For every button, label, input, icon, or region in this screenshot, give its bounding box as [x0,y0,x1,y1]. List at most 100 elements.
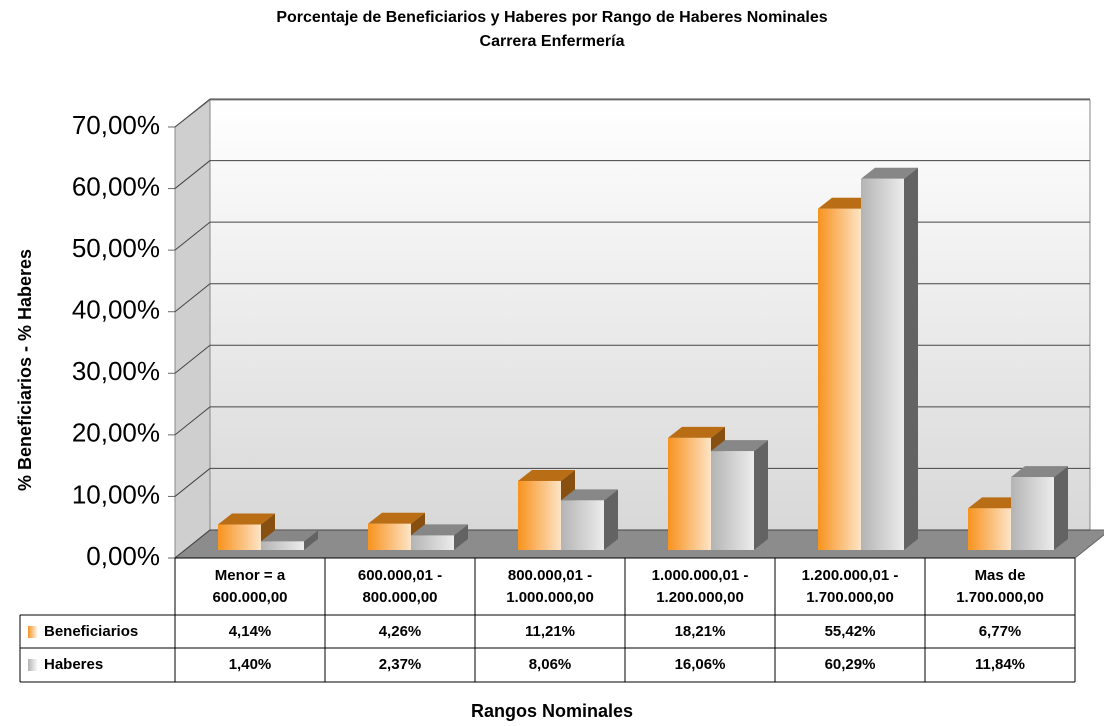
legend-swatch [28,625,38,638]
bar-top [518,469,575,481]
grid-line [174,468,211,497]
bar-side [1054,466,1068,550]
grid-line [174,344,211,374]
value-cell-text: 18,21% [674,622,726,640]
bar-shine [968,508,1011,550]
value-cell-text: 4,26% [378,622,422,640]
category-label-text: Menor = a 600.000,00 [212,566,288,606]
bar-top [261,530,318,542]
chart-subtitle: Carrera Enfermería [480,33,625,50]
value-cell-text: 11,84% [974,656,1026,674]
value-cell-text: 55,42% [824,622,876,640]
bar-group [561,489,618,550]
value-cell: 60,29% [775,649,925,683]
x-axis-label: Rangos Nominales [471,701,633,721]
bar-top [818,197,875,209]
y-tick-label: 10,00% [72,479,160,509]
bar-side-shade [1054,466,1068,550]
category-label: Mas de 1.700.000,00 [925,558,1075,615]
category-label-text: 1.200.000,01 - 1.700.000,00 [801,566,899,606]
value-cell-text: 11,21% [524,622,576,640]
category-label-text: 1.000.000,01 - 1.200.000,00 [651,566,749,606]
value-cell: 6,77% [925,615,1075,649]
bar-shine [518,480,561,550]
legend-entry: Beneficiarios [20,615,175,649]
legend-label: Haberes [44,656,104,674]
value-cell: 55,42% [775,615,925,649]
value-cell-text: 16,06% [674,656,726,674]
y-tick-label: 20,00% [72,418,160,448]
value-cell-text: 2,37% [378,656,422,674]
bar-top-shade [668,426,725,438]
value-cell: 4,26% [325,615,475,649]
value-cell: 18,21% [625,615,775,649]
y-tick-label: 50,00% [72,233,160,263]
bar-side [304,530,318,550]
category-label: Menor = a 600.000,00 [175,558,325,615]
grid-line [174,406,211,436]
bar-top [711,440,768,452]
bar-shine [561,500,604,550]
bar-top [368,512,425,524]
back-wall [209,99,1091,531]
bar-top-shade [561,489,618,501]
bar-shine [368,523,411,550]
y-axis-label: % Beneficiarios - % Haberes [15,249,35,491]
chart-title: Porcentaje de Beneficiarios y Haberes po… [276,9,827,26]
side-wall [174,98,211,560]
bar-top [411,524,468,536]
bar-shine [818,208,861,550]
bar-top-shade [968,497,1025,509]
legend-swatch [28,659,38,672]
bar-group [518,469,575,550]
bar-top-shade [218,513,275,525]
bar-shine [261,541,304,550]
bar-group [411,524,468,550]
bar-group [1011,466,1068,550]
legend-entry: Haberes [20,649,175,683]
value-cell-text: 8,06% [528,656,572,674]
bar-top-shade [1011,466,1068,478]
value-cell: 11,84% [925,649,1075,683]
grid-line [174,221,211,251]
grid-line [174,283,211,313]
bar-top [668,426,725,438]
bar-side-shade [604,489,618,550]
category-label-text: 600.000,01 - 800.000,00 [357,566,443,606]
bar-side-shade [904,167,918,550]
y-tick-label: 70,00% [72,110,160,140]
value-cell: 16,06% [625,649,775,683]
y-tick-label: 40,00% [72,295,160,325]
value-cell: 1,40% [175,649,325,683]
bar-top-shade [411,524,468,536]
category-label: 600.000,01 - 800.000,00 [325,558,475,615]
bar-shine [411,535,454,550]
category-label-text: 800.000,01 - 1.000.000,00 [506,566,594,606]
y-tick-label: 60,00% [72,171,160,201]
bar-group [711,440,768,550]
bar-top-shade [368,512,425,524]
value-cell: 11,21% [475,615,625,649]
bar-shine [711,451,754,550]
value-cell-text: 4,14% [228,622,272,640]
bar-group [861,167,918,550]
value-cell-text: 6,77% [978,622,1022,640]
bar-side [904,167,918,550]
category-label: 1.200.000,01 - 1.700.000,00 [775,558,925,615]
grid-line [174,160,211,189]
category-label: 800.000,01 - 1.000.000,00 [475,558,625,615]
value-cell: 8,06% [475,649,625,683]
bar-top-shade [711,440,768,452]
bar-shine [218,524,261,550]
bar-shine [668,437,711,550]
category-label: 1.000.000,01 - 1.200.000,00 [625,558,775,615]
bar-side-shade [754,440,768,550]
grid-line [174,529,211,559]
bar-top [1011,466,1068,478]
bar-shine [1011,477,1054,550]
bar-group [261,530,318,550]
bar-top-shade [261,530,318,542]
value-cell: 4,14% [175,615,325,649]
bar-side [754,440,768,550]
